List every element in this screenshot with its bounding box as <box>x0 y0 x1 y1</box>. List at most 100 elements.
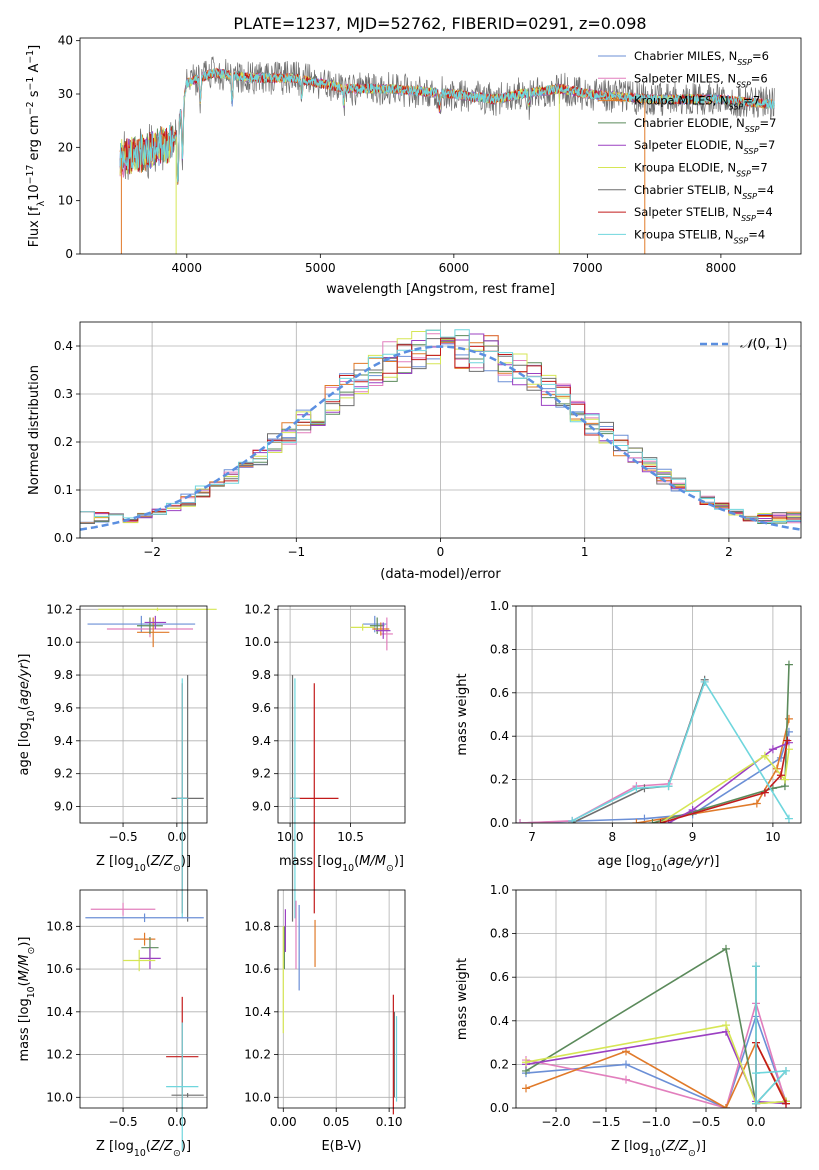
axes-frame <box>79 37 802 255</box>
legend-entry: Chabrier ELODIE, NSSP=7 <box>634 116 776 133</box>
y-tick-label: 10.4 <box>46 1005 73 1019</box>
legend-value: =7 <box>758 138 775 152</box>
weight-marker <box>688 805 697 814</box>
label-part: )] <box>696 1139 706 1154</box>
label-part: mass [log <box>17 998 32 1061</box>
x-tick-label: 2 <box>725 545 733 559</box>
x-tick-label: 9 <box>689 830 697 844</box>
label-part: )] <box>17 653 32 663</box>
label-part: Z [log <box>96 854 134 869</box>
y-tick-label: 0.6 <box>490 970 509 984</box>
legend-label: Chabrier ELODIE, N <box>634 116 745 130</box>
x-tick-label: 1 <box>581 545 589 559</box>
y-tick-label: 10.0 <box>46 1090 73 1104</box>
x-tick-label: −1.5 <box>591 1115 620 1129</box>
x-axis-label: mass [log10(M/M⊙)] <box>279 854 404 874</box>
weight-marker <box>760 788 769 797</box>
weight-marker <box>648 819 657 823</box>
y-tick-label: 1.0 <box>490 883 509 897</box>
label-part: −1 <box>25 77 36 91</box>
y-tick-label: 20 <box>58 140 73 154</box>
weight-series-8 <box>755 966 788 1106</box>
label-part: 10 <box>134 863 146 874</box>
legend-entry: Kroupa ELODIE, NSSP=7 <box>634 161 768 179</box>
label-part: Z [log <box>611 1139 649 1154</box>
label-part: −2 <box>25 101 36 115</box>
x-tick-label: 0 <box>437 545 445 559</box>
histogram-bars <box>80 329 801 538</box>
weight-marker <box>752 1069 760 1078</box>
y-tick-label: 0.6 <box>490 686 509 700</box>
label-part: ⊙ <box>173 1148 181 1159</box>
y-tick-label: 10.0 <box>244 1090 271 1104</box>
y-tick-label: 9.8 <box>54 668 73 682</box>
legend-entry: 𝒩(0, 1) <box>740 337 787 352</box>
label-part: 10 <box>26 986 37 998</box>
label-part: −17 <box>25 165 36 185</box>
y-tick-label: 0.2 <box>490 1057 509 1071</box>
age-vs-mass-axes: 10.0 10.5 9.0 9.2 9.4 9.6 9.8 10.0 10.2 mass [log… <box>244 602 406 922</box>
weight-series-3 <box>652 664 790 823</box>
weight-series-6 <box>571 679 706 823</box>
y-tick-label: 0.1 <box>54 483 73 497</box>
label-part: ] <box>27 45 42 50</box>
age-vs-z-axes: −0.5 0.09.09.29.49.69.810.010.2Z [log10(Z… <box>17 602 217 922</box>
weight-series-0 <box>525 1013 787 1108</box>
y-tick-label: 9.6 <box>252 701 271 715</box>
label-part: Z [log <box>96 1139 134 1154</box>
label-part: ⊙ <box>688 1148 696 1159</box>
legend-label: Salpeter MILES, N <box>634 71 736 85</box>
label-part: ⊙ <box>386 863 394 874</box>
label-part: erg cm <box>27 115 42 164</box>
x-axis-label: Z [log10(Z/Z⊙)] <box>96 854 191 874</box>
label-part: 10 <box>26 710 37 722</box>
label-part: 10 <box>649 1148 661 1159</box>
label-part: ⊙ <box>173 863 181 874</box>
errorbar-points <box>290 615 393 922</box>
errorbar-points <box>282 900 398 1115</box>
y-tick-label: 10.2 <box>244 602 271 616</box>
y-tick-label: 10.2 <box>46 602 73 616</box>
y-tick-label: 9.8 <box>252 668 271 682</box>
label-part: 10 <box>651 863 663 874</box>
y-tick-label: 0.0 <box>490 816 509 830</box>
label-part: ( <box>17 705 32 710</box>
label-part: age/yr <box>668 854 711 869</box>
x-axis-label: Z [log10(Z/Z⊙)] <box>96 1139 191 1159</box>
gaussian-curve <box>80 345 801 531</box>
weight-marker <box>664 782 673 791</box>
x-tick-label: 0.0 <box>167 1115 186 1129</box>
spectrum-axes: 4000 5000 6000 7000 8000 0 10 20 30 40 Chabrier MI… <box>25 34 802 297</box>
label-part: ( <box>146 1139 151 1154</box>
axes-frame <box>79 889 208 1109</box>
legend-value: =4 <box>757 183 774 197</box>
x-tick-label: 0.0 <box>746 1115 765 1129</box>
errorbar-points <box>87 607 217 922</box>
label-part: ( <box>354 854 359 869</box>
x-tick-label: −2.0 <box>541 1115 570 1129</box>
y-tick-label: 10.6 <box>46 962 73 976</box>
axes-frame <box>79 321 802 539</box>
label-part: ⊙ <box>26 947 37 955</box>
label-part: age [log <box>597 854 650 869</box>
x-tick-label: −1.0 <box>641 1115 670 1129</box>
legend-value: =7 <box>743 94 760 108</box>
legend-value: =6 <box>751 71 768 85</box>
label-part: E(B-V) <box>321 1139 361 1154</box>
weight-marker <box>722 1021 730 1030</box>
label-part: )] <box>181 1139 191 1154</box>
legend-label: Salpeter STELIB, N <box>634 205 741 219</box>
legend-entry: Chabrier MILES, NSSP=6 <box>634 49 769 67</box>
y-tick-label: 10.2 <box>46 1048 73 1062</box>
axes-frame <box>277 605 406 824</box>
spectrum-series-8 <box>119 68 775 183</box>
legend-value: =4 <box>748 227 765 241</box>
label-part: ( <box>17 981 32 986</box>
y-tick-label: 9.4 <box>54 734 73 748</box>
label-part: M/M <box>17 955 32 982</box>
x-tick-label: 6000 <box>439 261 470 275</box>
legend-entry: Salpeter ELODIE, NSSP=7 <box>634 138 775 156</box>
legend-value: =7 <box>751 161 768 175</box>
mass-vs-ebv-axes: 0.00 0.05 0.10 10.0 10.2 10.4 10.6 10.8 E(B-V) <box>244 889 406 1154</box>
